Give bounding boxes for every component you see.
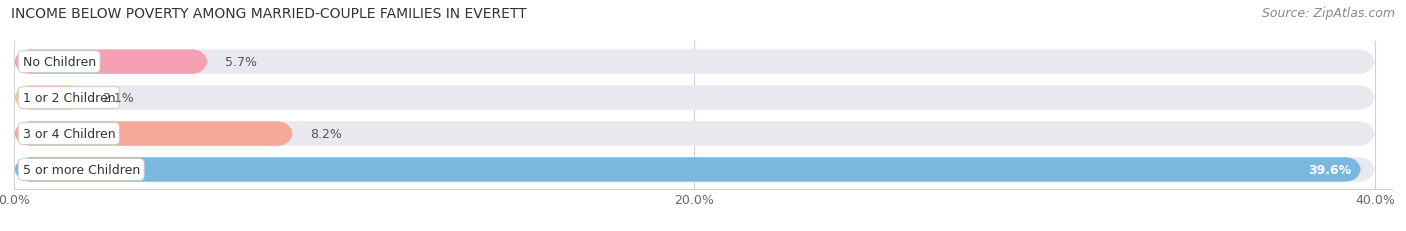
Text: 5.7%: 5.7% — [225, 56, 257, 69]
FancyBboxPatch shape — [14, 86, 1375, 110]
Text: 5 or more Children: 5 or more Children — [22, 163, 139, 176]
Text: INCOME BELOW POVERTY AMONG MARRIED-COUPLE FAMILIES IN EVERETT: INCOME BELOW POVERTY AMONG MARRIED-COUPL… — [11, 7, 527, 21]
Text: 1 or 2 Children: 1 or 2 Children — [22, 92, 115, 105]
FancyBboxPatch shape — [14, 50, 208, 75]
FancyBboxPatch shape — [14, 158, 1361, 182]
Text: Source: ZipAtlas.com: Source: ZipAtlas.com — [1261, 7, 1395, 20]
Text: 2.1%: 2.1% — [103, 92, 134, 105]
Text: 39.6%: 39.6% — [1308, 163, 1351, 176]
FancyBboxPatch shape — [14, 122, 1375, 146]
FancyBboxPatch shape — [14, 86, 86, 110]
Text: No Children: No Children — [22, 56, 96, 69]
Text: 8.2%: 8.2% — [311, 128, 342, 140]
Text: 3 or 4 Children: 3 or 4 Children — [22, 128, 115, 140]
FancyBboxPatch shape — [14, 158, 1375, 182]
FancyBboxPatch shape — [14, 122, 292, 146]
FancyBboxPatch shape — [14, 50, 1375, 75]
